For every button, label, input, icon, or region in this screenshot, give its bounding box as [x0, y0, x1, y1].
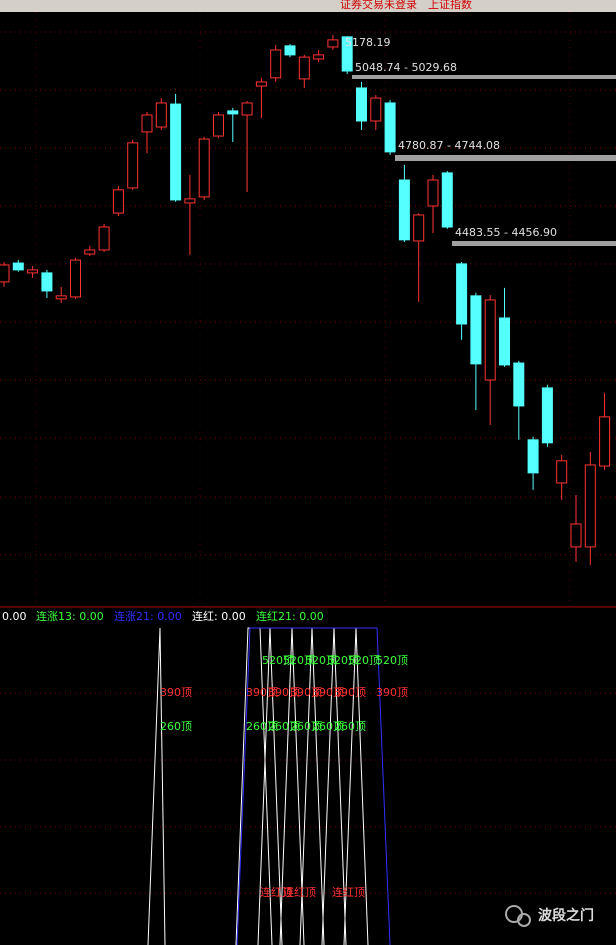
candle-body [170, 103, 182, 201]
candle-body [227, 110, 239, 115]
indicator-tag: 390顶 [334, 686, 366, 699]
level-bar [452, 241, 616, 246]
candle-body [0, 264, 10, 283]
candle-body [570, 523, 582, 548]
indicator-header: 连红: 0.00 [192, 610, 246, 623]
indicator-header: 连红21: 0.00 [256, 610, 324, 623]
candle-body [427, 179, 439, 207]
candle-body [456, 263, 468, 325]
watermark-icon [517, 913, 531, 927]
candle-body [327, 39, 339, 48]
candle-body [599, 416, 611, 467]
candle-body [27, 269, 39, 274]
status-text: 证券交易未登录 [340, 0, 417, 11]
candle-body [441, 172, 453, 228]
indicator-header: 连涨21: 0.00 [114, 610, 182, 623]
indicator-tag: 390顶 [312, 686, 344, 699]
indicator-tag: 520顶 [348, 654, 380, 667]
candle-body [127, 142, 139, 189]
level-bar [395, 155, 616, 161]
indicator-header: 连涨13: 0.00 [36, 610, 104, 623]
indicator-tag: 260顶 [290, 720, 322, 733]
watermark-icon [505, 905, 523, 923]
candle-body [541, 387, 553, 444]
indicator-tag: 520顶 [327, 654, 359, 667]
level-bar [352, 75, 616, 79]
candle-body [356, 87, 367, 122]
indicator-tag: 连红顶 [260, 886, 293, 899]
candle-body [484, 299, 496, 381]
indicator-tag: 390顶 [376, 686, 408, 699]
candle-body [184, 198, 196, 204]
price-annotation: 5048.74 - 5029.68 [355, 61, 457, 74]
indicator-tag: 520顶 [376, 654, 408, 667]
indicator-tag: 390顶 [246, 686, 278, 699]
indicator-tag: 260顶 [160, 720, 192, 733]
indicator-tag: 520顶 [283, 654, 315, 667]
indicator-tag: 260顶 [334, 720, 366, 733]
indicator-header: 0.00 [2, 610, 27, 623]
indicator-tag: 390顶 [268, 686, 300, 699]
candle-body [98, 226, 110, 251]
candle-body [556, 460, 568, 484]
candle-body [470, 295, 482, 365]
candle-body [270, 49, 282, 79]
candle-body [341, 36, 353, 72]
candle-body [198, 138, 210, 198]
candle-body [584, 464, 596, 548]
candle-body [12, 262, 24, 271]
price-annotation: 5178.19 [345, 36, 391, 49]
indicator-tag: 520顶 [305, 654, 337, 667]
watermark: 波段之门 [505, 905, 594, 927]
price-annotation: 4780.87 - 4744.08 [398, 139, 500, 152]
indicator-tag: 260顶 [246, 720, 278, 733]
indicator-tag: 连红顶 [283, 886, 316, 899]
watermark-text: 波段之门 [538, 907, 594, 924]
candle-body [370, 97, 382, 122]
indicator-tag: 520顶 [262, 654, 294, 667]
candle-body [527, 439, 539, 474]
candle-body [313, 54, 325, 60]
candle-body [84, 249, 96, 255]
candle-body [255, 81, 267, 87]
indicator-tag: 390顶 [290, 686, 322, 699]
grid [0, 12, 616, 894]
candle-body [413, 214, 425, 242]
price-annotation: 4483.55 - 4456.90 [455, 226, 557, 239]
candle-body [284, 45, 296, 56]
candle-body [384, 102, 396, 153]
candle-body [41, 272, 53, 292]
candle-body [141, 114, 153, 133]
candle-body [55, 295, 67, 300]
index-name: 上证指数 [428, 0, 472, 11]
indicator-tag: 260顶 [312, 720, 344, 733]
indicator-tag: 连红顶 [332, 886, 365, 899]
candle-body [298, 56, 310, 80]
candle-body [112, 189, 124, 214]
blue-line [236, 627, 391, 945]
candle-body [213, 114, 224, 137]
candle-body [70, 259, 81, 298]
indicator-tag: 260顶 [268, 720, 300, 733]
indicator-lines [147, 627, 391, 945]
candle-body [499, 317, 510, 366]
candle-body [513, 362, 525, 407]
candle-body [241, 102, 253, 116]
candle-body [155, 102, 167, 128]
spike [147, 627, 166, 945]
candle-body [398, 179, 410, 241]
indicator-tag: 390顶 [160, 686, 192, 699]
status-bar [0, 0, 616, 12]
